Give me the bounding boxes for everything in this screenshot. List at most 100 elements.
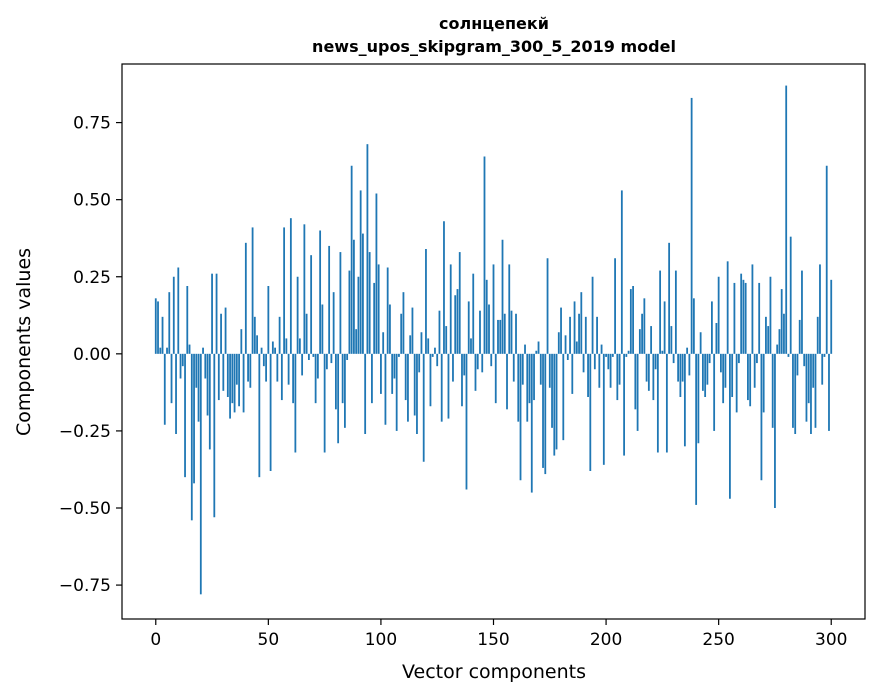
bar: [611, 353, 614, 357]
bar: [402, 292, 405, 354]
bar: [629, 289, 632, 354]
bar: [181, 353, 184, 367]
x-tick-label: 150: [477, 630, 509, 650]
bar: [695, 353, 698, 505]
bar: [564, 335, 567, 354]
bar: [166, 347, 168, 354]
bar: [445, 326, 448, 354]
bar: [717, 276, 720, 354]
bar: [801, 270, 803, 354]
bar: [407, 353, 409, 422]
bar: [510, 310, 513, 354]
bar: [551, 353, 553, 428]
bar: [751, 264, 754, 354]
bar: [380, 353, 382, 394]
bar: [560, 307, 562, 354]
bar: [409, 335, 412, 354]
bar: [713, 353, 716, 431]
bar: [154, 298, 157, 354]
bar: [321, 304, 324, 354]
bar: [413, 353, 416, 416]
bar: [278, 316, 281, 354]
bar: [362, 233, 364, 354]
bar: [638, 329, 641, 354]
bar: [519, 353, 522, 481]
bar: [323, 353, 326, 453]
bar: [632, 286, 634, 354]
bar: [436, 353, 439, 367]
bar: [310, 255, 313, 354]
bar: [235, 353, 238, 385]
bar: [796, 353, 799, 376]
bar: [253, 316, 256, 354]
bar: [247, 353, 249, 382]
bar: [774, 353, 776, 508]
bar: [715, 323, 718, 354]
bar: [506, 353, 508, 410]
bar: [620, 190, 623, 354]
bar: [242, 353, 245, 413]
bar: [825, 165, 828, 354]
bar: [643, 298, 646, 354]
bar: [609, 353, 612, 388]
bar: [661, 350, 664, 354]
bar: [593, 353, 596, 370]
bar: [681, 353, 684, 382]
bar: [575, 341, 578, 354]
bar: [753, 353, 756, 388]
bar: [294, 353, 297, 453]
bar: [461, 353, 463, 407]
bar: [679, 353, 682, 397]
bar: [168, 292, 171, 354]
bar: [344, 353, 346, 428]
bar: [533, 353, 535, 401]
bar: [692, 298, 695, 354]
bar: [539, 353, 542, 385]
bar: [348, 270, 351, 354]
bar: [440, 353, 443, 422]
bar: [208, 353, 211, 450]
bar: [488, 304, 490, 354]
bar: [711, 301, 713, 354]
bar: [562, 353, 565, 441]
bar: [452, 353, 454, 382]
bar: [767, 326, 770, 354]
bar: [398, 353, 400, 357]
bar: [269, 353, 272, 471]
bar: [659, 270, 662, 354]
bar: [573, 301, 576, 354]
bar: [332, 292, 335, 354]
bar: [393, 353, 396, 379]
bar: [220, 313, 222, 354]
bar: [307, 353, 310, 360]
bar: [542, 353, 544, 468]
bar: [758, 282, 761, 354]
bar: [416, 353, 418, 434]
bar: [571, 353, 574, 394]
bar: [319, 230, 322, 354]
bar: [569, 316, 571, 354]
bar: [641, 313, 643, 354]
bar: [193, 353, 195, 484]
bar: [605, 353, 607, 357]
bar: [274, 347, 276, 354]
bar: [366, 144, 369, 354]
bar: [625, 353, 628, 357]
bar: [447, 353, 450, 419]
bar: [627, 350, 630, 354]
bar: [312, 353, 315, 357]
bar: [553, 353, 556, 456]
bar: [742, 279, 745, 354]
bar: [481, 353, 484, 373]
bar: [494, 353, 497, 404]
bar: [371, 353, 373, 404]
bar: [769, 276, 772, 354]
bar: [474, 353, 477, 391]
bar: [244, 242, 247, 354]
bar: [582, 353, 585, 373]
bar: [305, 313, 308, 354]
bar: [584, 316, 587, 354]
bar: [688, 353, 691, 376]
bar: [431, 353, 434, 357]
bar: [186, 286, 189, 354]
